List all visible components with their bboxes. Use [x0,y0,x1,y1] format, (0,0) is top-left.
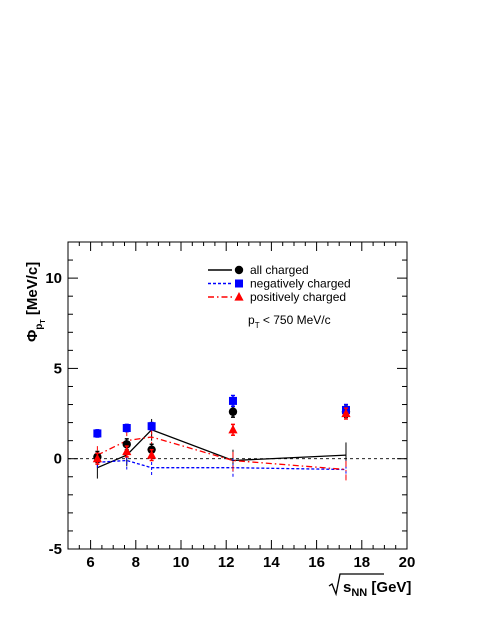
legend-marker [235,279,243,288]
y-tick-label: 5 [54,360,62,377]
legend-marker [234,292,244,301]
x-tick-label: 6 [86,554,94,571]
x-axis-label: sNN [GeV] [343,579,411,599]
x-tick-label: 12 [218,554,235,571]
y-tick-label: 10 [45,270,62,287]
plot-frame [67,241,408,550]
x-tick-label: 14 [263,554,280,571]
x-tick-label: 20 [399,554,416,571]
x-tick-label: 16 [308,554,325,571]
series-curve [97,429,347,469]
x-tick-label: 8 [132,554,140,571]
data-point [341,408,351,418]
data-point [228,407,238,416]
series-curve [97,436,347,471]
x-tick-label: 18 [353,554,370,571]
x-tick-label: 10 [173,554,190,571]
data-point [228,424,238,434]
y-tick-label: 0 [54,451,62,468]
series-curves [96,418,347,481]
y-axis-title: ΦpT [MeV/c] [24,262,47,342]
data-point [122,440,131,449]
data-point [228,396,237,405]
data-point [93,429,102,438]
data-point [147,422,156,431]
legend-marker [234,265,244,275]
series-curve [97,459,347,471]
y-tick-label: -5 [49,541,62,558]
pt-cut-annotation: pT < 750 MeV/c [248,313,331,330]
axis-ticks: 6 8 10 12 14 16 18 20 -5 0 5 10 [45,241,416,571]
y-axis-label: ΦpT [MeV/c] [24,262,47,342]
data-point [122,424,131,433]
x-axis-title: sNN [GeV] [328,573,411,599]
legend-label: negatively charged [250,277,351,291]
legend-label: positively charged [250,290,346,304]
data-point [147,450,157,459]
data-point [122,446,132,456]
data-point [92,453,102,463]
series-markers [92,394,351,465]
legend-label: all charged [250,263,309,277]
sqrt-sign [328,573,384,597]
